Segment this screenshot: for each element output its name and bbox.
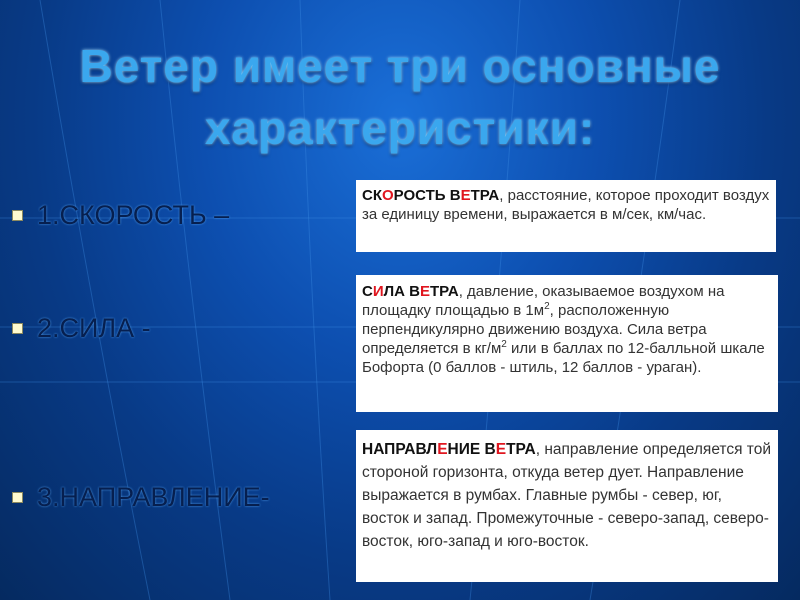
bullet-speed: 1.СКОРОСТЬ – xyxy=(12,200,229,231)
speed-definition-box: СКОРОСТЬ ВЕТРА, расстояние, которое прох… xyxy=(356,180,776,252)
bullet-square-icon xyxy=(12,210,23,221)
text-segment: СК xyxy=(362,187,382,204)
text-segment: РОСТЬ В xyxy=(393,187,461,204)
text-segment: НАПРАВЛ xyxy=(362,441,438,458)
text-segment: 2 xyxy=(501,339,507,350)
bullet-square-icon xyxy=(12,492,23,503)
text-segment: характеристики: xyxy=(204,102,596,154)
bullet-direction: 3.НАПРАВЛЕНИЕ- xyxy=(12,482,270,513)
force-definition-box: СИЛА ВЕТРА, давление, оказываемое воздух… xyxy=(356,275,778,412)
text-segment: 2 xyxy=(544,301,550,312)
text-segment: О xyxy=(382,187,394,204)
direction-definition-box: НАПРАВЛЕНИЕ ВЕТРА, направление определяе… xyxy=(356,430,778,582)
text-segment: С xyxy=(362,283,373,300)
text-segment: И xyxy=(372,283,384,300)
text-segment: НИЕ В xyxy=(447,441,496,458)
bullet-square-icon xyxy=(12,323,23,334)
bullet-force: 2.СИЛА - xyxy=(12,313,151,344)
text-segment: ЛА В xyxy=(383,283,420,300)
text-segment: 3.НАПРАВЛЕНИЕ- xyxy=(37,482,270,512)
text-segment: ТРА xyxy=(506,441,536,458)
text-segment: Е xyxy=(437,441,448,458)
text-segment: , расположенную перпендикулярно движению… xyxy=(362,302,707,357)
text-segment: Е xyxy=(460,187,471,204)
text-segment: 2.СИЛА - xyxy=(37,313,151,343)
text-segment: , давление, оказываемое воздухом на площ… xyxy=(362,283,725,319)
text-segment: 1.СКОРОСТЬ – xyxy=(37,200,230,230)
text-segment: Е xyxy=(419,283,430,300)
text-segment: или в баллах по 12-балльной шкале Бофорт… xyxy=(362,340,765,376)
slide-title: Ветер имеет три основные характеристики: xyxy=(0,35,800,159)
text-segment: ТРА xyxy=(430,283,459,300)
text-segment: Е xyxy=(495,441,507,458)
text-segment: , расстояние, которое проходит воздух за… xyxy=(362,187,770,223)
text-segment: , направление определяется той стороной … xyxy=(362,441,772,550)
text-segment: Ветер имеет три основные xyxy=(79,40,721,92)
text-segment: ТРА xyxy=(470,187,500,204)
